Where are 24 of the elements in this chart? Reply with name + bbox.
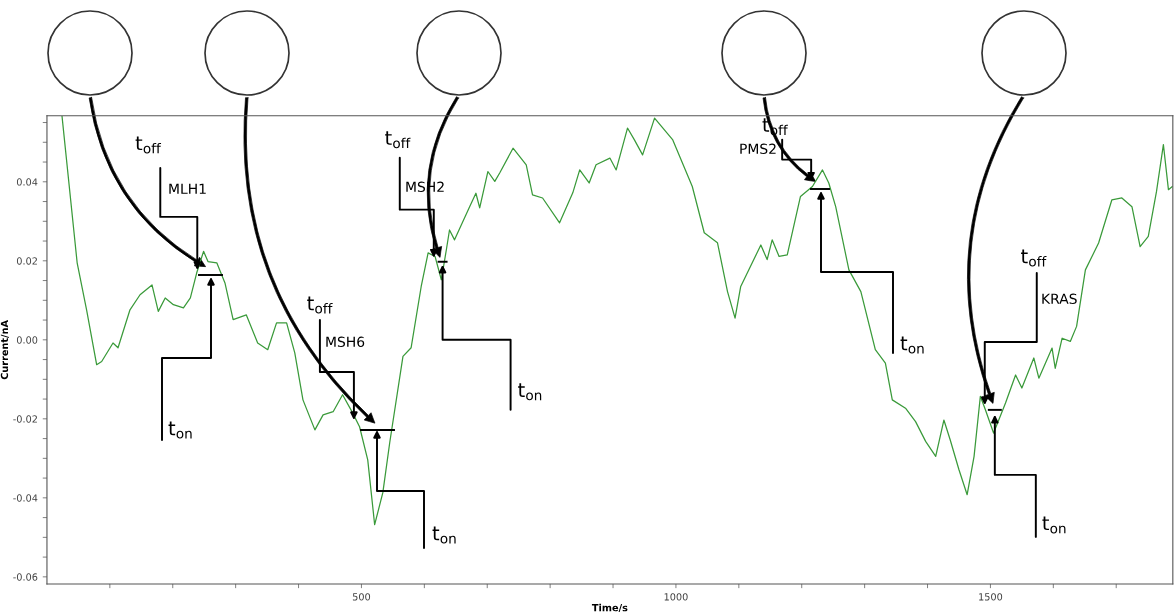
- y-axis-title: Current/nA: [0, 320, 9, 380]
- y-tick-label: -0.06: [13, 573, 38, 581]
- y-tick-label: 0.00: [16, 336, 38, 344]
- annotation: KRAS: [1042, 293, 1077, 305]
- annotation: t$_{off}$: [307, 296, 333, 314]
- y-tick-label: 0.02: [16, 257, 37, 265]
- annotation: t$_{off}$: [385, 131, 411, 149]
- annotation: t$_{on}$: [900, 336, 924, 354]
- annotation: t$_{on}$: [518, 383, 542, 401]
- x-axis-title: Time/s: [591, 603, 628, 613]
- annotation: t$_{on}$: [168, 421, 192, 439]
- annotation: t$_{on}$: [1042, 516, 1066, 534]
- x-tick-label: 1500: [979, 593, 1003, 601]
- annotation: t$_{off}$: [135, 136, 162, 154]
- x-tick-label: 1000: [664, 593, 688, 601]
- x-tick-label: 500: [352, 593, 371, 601]
- y-tick-label: -0.02: [13, 415, 37, 423]
- y-tick-label: 0.04: [16, 178, 38, 186]
- annotation: MSH6: [326, 336, 365, 348]
- y-tick-label: -0.04: [13, 494, 38, 502]
- annotation: MLH1: [169, 183, 206, 194]
- annotation: t$_{off}$: [1021, 249, 1047, 267]
- annotation: PMS2: [740, 143, 776, 155]
- annotation: t$_{on}$: [432, 526, 456, 544]
